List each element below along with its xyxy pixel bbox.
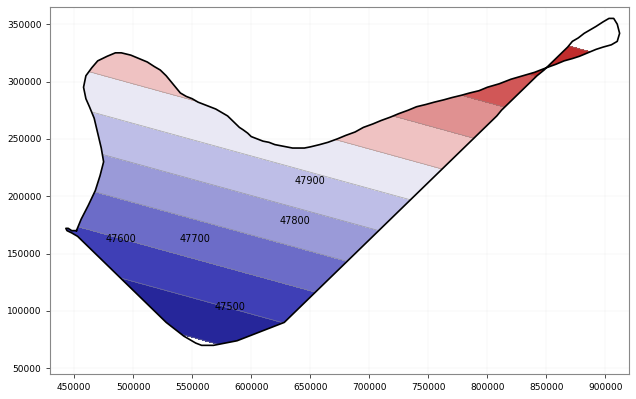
Text: 47500: 47500 <box>214 302 245 312</box>
Text: 47900: 47900 <box>295 176 326 186</box>
Text: 47700: 47700 <box>179 234 210 244</box>
Text: 47600: 47600 <box>106 234 137 244</box>
Text: 47800: 47800 <box>279 217 310 227</box>
